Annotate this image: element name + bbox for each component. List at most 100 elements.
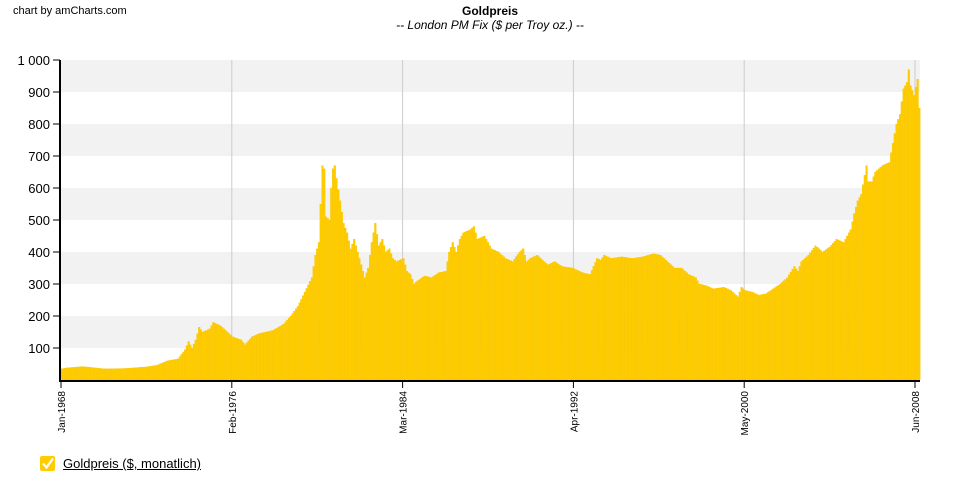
- bar[interactable]: [483, 235, 486, 381]
- bar[interactable]: [113, 368, 116, 381]
- bar[interactable]: [101, 368, 104, 381]
- bar[interactable]: [316, 248, 319, 381]
- bar[interactable]: [509, 260, 512, 381]
- bar[interactable]: [518, 251, 521, 381]
- bar[interactable]: [106, 368, 109, 381]
- bar[interactable]: [291, 313, 294, 381]
- bar[interactable]: [555, 262, 558, 381]
- bar[interactable]: [268, 331, 271, 381]
- bar[interactable]: [236, 338, 239, 381]
- bar[interactable]: [451, 242, 454, 381]
- bar[interactable]: [562, 266, 565, 381]
- bar[interactable]: [228, 333, 231, 381]
- bar[interactable]: [590, 270, 593, 381]
- bar[interactable]: [187, 341, 190, 381]
- bar[interactable]: [571, 267, 574, 381]
- bar[interactable]: [520, 250, 523, 381]
- bar[interactable]: [365, 272, 368, 381]
- bar[interactable]: [397, 260, 400, 381]
- bar[interactable]: [305, 288, 308, 381]
- bar[interactable]: [918, 107, 921, 381]
- bar[interactable]: [449, 247, 453, 381]
- bar[interactable]: [786, 277, 789, 381]
- bar[interactable]: [895, 123, 898, 381]
- bar[interactable]: [164, 361, 167, 381]
- bar[interactable]: [708, 287, 711, 381]
- bar[interactable]: [414, 282, 417, 381]
- bar[interactable]: [914, 87, 917, 381]
- bar[interactable]: [321, 165, 324, 381]
- bar[interactable]: [525, 261, 528, 381]
- bar[interactable]: [721, 287, 724, 381]
- bar[interactable]: [798, 266, 801, 381]
- bar[interactable]: [358, 258, 361, 381]
- bar[interactable]: [152, 365, 155, 381]
- bar[interactable]: [261, 332, 264, 381]
- bar[interactable]: [689, 275, 692, 381]
- bar[interactable]: [177, 358, 180, 381]
- bar[interactable]: [388, 248, 391, 381]
- bar[interactable]: [104, 368, 107, 381]
- bar[interactable]: [821, 251, 824, 381]
- bar[interactable]: [657, 254, 660, 381]
- bar[interactable]: [76, 366, 79, 381]
- bar[interactable]: [842, 242, 845, 381]
- bar[interactable]: [839, 240, 842, 381]
- bar[interactable]: [185, 345, 188, 381]
- bar[interactable]: [580, 271, 583, 381]
- bar[interactable]: [582, 272, 585, 381]
- bar[interactable]: [698, 283, 701, 381]
- bar[interactable]: [522, 248, 525, 381]
- bar[interactable]: [81, 366, 85, 381]
- bar[interactable]: [354, 245, 357, 381]
- bar[interactable]: [347, 240, 350, 381]
- bar[interactable]: [293, 311, 296, 381]
- bar[interactable]: [511, 261, 514, 381]
- bar[interactable]: [548, 263, 551, 381]
- bar[interactable]: [421, 277, 424, 381]
- bar[interactable]: [566, 267, 569, 381]
- bar[interactable]: [589, 274, 592, 381]
- bar[interactable]: [795, 268, 798, 381]
- bar[interactable]: [553, 261, 556, 381]
- bar[interactable]: [67, 367, 70, 381]
- bar[interactable]: [800, 261, 803, 381]
- bar[interactable]: [661, 256, 664, 381]
- bar[interactable]: [633, 257, 636, 381]
- bar[interactable]: [217, 324, 220, 381]
- bar[interactable]: [189, 344, 192, 381]
- bar[interactable]: [844, 239, 847, 381]
- bar[interactable]: [122, 368, 125, 381]
- bar[interactable]: [432, 276, 435, 381]
- bar[interactable]: [538, 256, 541, 381]
- bar[interactable]: [127, 368, 130, 381]
- bar[interactable]: [550, 263, 553, 381]
- bar[interactable]: [564, 266, 567, 381]
- bar[interactable]: [911, 90, 914, 381]
- bar[interactable]: [890, 152, 893, 381]
- bar[interactable]: [247, 340, 250, 381]
- bar[interactable]: [192, 343, 195, 381]
- bar[interactable]: [643, 256, 646, 381]
- legend-item-goldpreis[interactable]: Goldpreis ($, monatlich): [40, 456, 201, 471]
- bar[interactable]: [439, 272, 442, 381]
- bar[interactable]: [469, 229, 472, 381]
- bar[interactable]: [680, 267, 683, 381]
- bar[interactable]: [728, 289, 731, 381]
- bar[interactable]: [545, 263, 548, 381]
- bar[interactable]: [416, 280, 419, 381]
- bar[interactable]: [155, 365, 158, 381]
- bar[interactable]: [659, 255, 662, 381]
- bar[interactable]: [379, 242, 382, 381]
- bar[interactable]: [62, 368, 65, 381]
- bar[interactable]: [737, 296, 740, 381]
- bar[interactable]: [606, 256, 609, 381]
- bar[interactable]: [869, 181, 872, 381]
- bar[interactable]: [840, 241, 843, 381]
- bar[interactable]: [157, 364, 160, 381]
- bar[interactable]: [532, 256, 535, 381]
- bar[interactable]: [488, 245, 491, 381]
- bar[interactable]: [604, 255, 608, 381]
- bar[interactable]: [159, 363, 162, 381]
- bar[interactable]: [884, 163, 887, 381]
